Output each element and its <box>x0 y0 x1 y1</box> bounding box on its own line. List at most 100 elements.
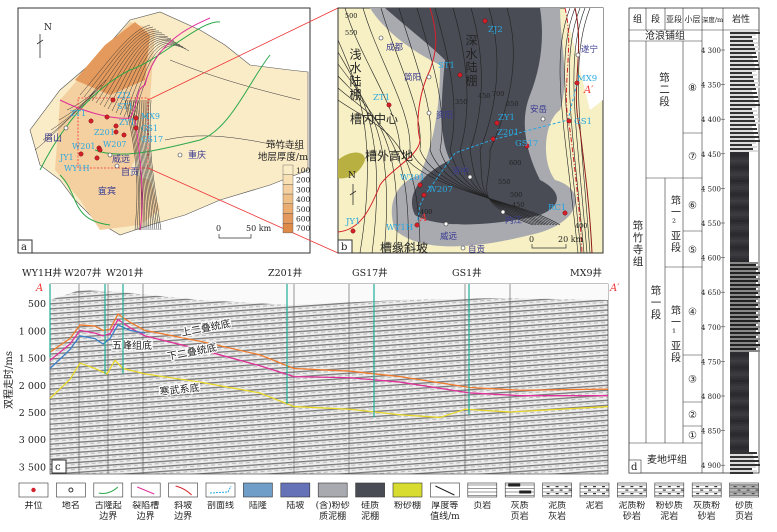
lithology-band <box>730 364 749 366</box>
panel-label: d <box>631 462 638 473</box>
lithology-band <box>730 374 749 376</box>
lithology-band <box>730 402 749 404</box>
lithology-band <box>730 66 755 68</box>
stratigraphic-column: 组段亚段 小层 深度/m 岩性⑧⑦⑥⑤④③②①沧浪铺组麦地坪组筇竹寺组筇二段筇一段筇一… <box>628 7 760 474</box>
legend-item: 页岩 <box>467 482 498 511</box>
place-label: 简阳 <box>404 72 421 83</box>
lithology-band <box>730 426 749 428</box>
legend-label: 古隆起边界 <box>94 501 122 522</box>
well-marker <box>113 123 119 129</box>
well-marker <box>350 228 356 234</box>
lithology-band <box>730 296 760 298</box>
legend-swatch <box>205 482 236 498</box>
lithology-band <box>730 60 758 62</box>
lithology-band <box>730 216 749 218</box>
lithology-band <box>730 366 749 368</box>
lithology-band <box>730 254 749 256</box>
lithology-band <box>730 204 749 206</box>
lithology-band <box>730 300 756 302</box>
place-label: 威远 <box>112 153 130 165</box>
lithology-band <box>730 48 755 50</box>
contour-label: 550 <box>345 29 357 37</box>
lithology-band <box>730 120 755 122</box>
legend-swatch <box>392 482 423 498</box>
legend-label-box: 古隆起边界 <box>94 501 122 522</box>
legend-label-box: 灰质页岩 <box>511 501 529 522</box>
layer-label: ⑤ <box>688 245 697 256</box>
section-end-label: A <box>35 283 43 294</box>
legend-label-box: 砂质页岩 <box>735 501 753 522</box>
lithology-band <box>730 90 752 92</box>
legend-item: 砂质页岩 <box>729 482 759 522</box>
lithology-band <box>730 150 758 152</box>
legend-label: 泥质灰岩 <box>548 501 567 522</box>
well-header-label: W207井 <box>64 267 101 279</box>
lithology-band <box>730 92 757 94</box>
legend-item: 裂陷槽边界 <box>130 482 161 522</box>
lithology-band <box>730 124 756 126</box>
lithology-band <box>730 304 758 306</box>
lithology-band <box>730 302 760 304</box>
column-header: 小层 <box>685 15 701 24</box>
well-marker <box>97 147 103 153</box>
lithology-band <box>730 96 758 98</box>
north-arrow-icon <box>36 34 44 58</box>
well-label: ZY1 <box>119 118 135 127</box>
well-label: JY1 <box>345 217 360 227</box>
lithology-band <box>730 222 749 224</box>
lithology-band <box>730 70 756 72</box>
depth-label: 4 850 <box>701 428 721 436</box>
lithology-band <box>730 316 758 318</box>
place-label: 资阳 <box>436 110 453 121</box>
layer-label: ② <box>688 410 697 421</box>
legend-item: 陆坡 <box>280 482 311 511</box>
lithology-band <box>730 338 760 340</box>
lithology-band <box>730 44 754 46</box>
lithology-band <box>730 74 757 76</box>
well-marker <box>482 18 488 24</box>
lithology-band <box>730 412 749 414</box>
place-marker <box>114 163 120 169</box>
section-end-label: A′ <box>609 283 620 294</box>
lithology-band <box>730 128 757 130</box>
thickness-swatch <box>282 193 294 205</box>
lithology-band <box>730 130 753 132</box>
well-label: Z201 <box>94 128 115 137</box>
lithology-band <box>730 442 749 444</box>
place-marker <box>500 209 506 215</box>
place-label: 重庆 <box>188 149 206 161</box>
lithology-band <box>730 330 756 332</box>
lithology-band <box>730 386 749 388</box>
well-marker <box>121 132 127 138</box>
lithology-band <box>730 318 756 320</box>
legend-label-box: 泥质灰岩 <box>548 501 567 522</box>
well-label: W201 <box>72 142 96 151</box>
legend-swatch <box>355 482 385 498</box>
lithology-band <box>730 372 749 374</box>
seismic-section <box>49 283 609 475</box>
lithology-band <box>730 250 749 252</box>
lithology-band <box>730 50 760 52</box>
lithology-band <box>730 210 749 212</box>
thickness-swatch <box>282 213 294 224</box>
panel-label: a <box>21 242 27 253</box>
legend-label-box: (含)粉砂质泥棚 <box>316 501 350 522</box>
lithology-band <box>730 36 752 38</box>
lithology-band <box>730 324 756 326</box>
well-label: ZT1 <box>70 109 86 118</box>
well-label: ZJ2 <box>488 25 503 35</box>
y-tick-label: 3 500 <box>19 462 46 473</box>
place-label: 成都 <box>386 42 404 53</box>
lithology-band <box>730 42 758 44</box>
rift-icon <box>137 486 155 495</box>
place-label: 自贡 <box>468 244 485 255</box>
legend-label-box: 硅质泥棚 <box>361 501 379 522</box>
lithology-band <box>730 168 749 170</box>
contour-label: 500 <box>510 191 522 199</box>
lithology-band <box>730 164 749 166</box>
place-marker <box>63 125 69 131</box>
legend-item: 斜坡边界 <box>168 482 198 522</box>
well-label: Z201 <box>497 128 519 138</box>
well-header-label: Z201井 <box>268 267 302 279</box>
